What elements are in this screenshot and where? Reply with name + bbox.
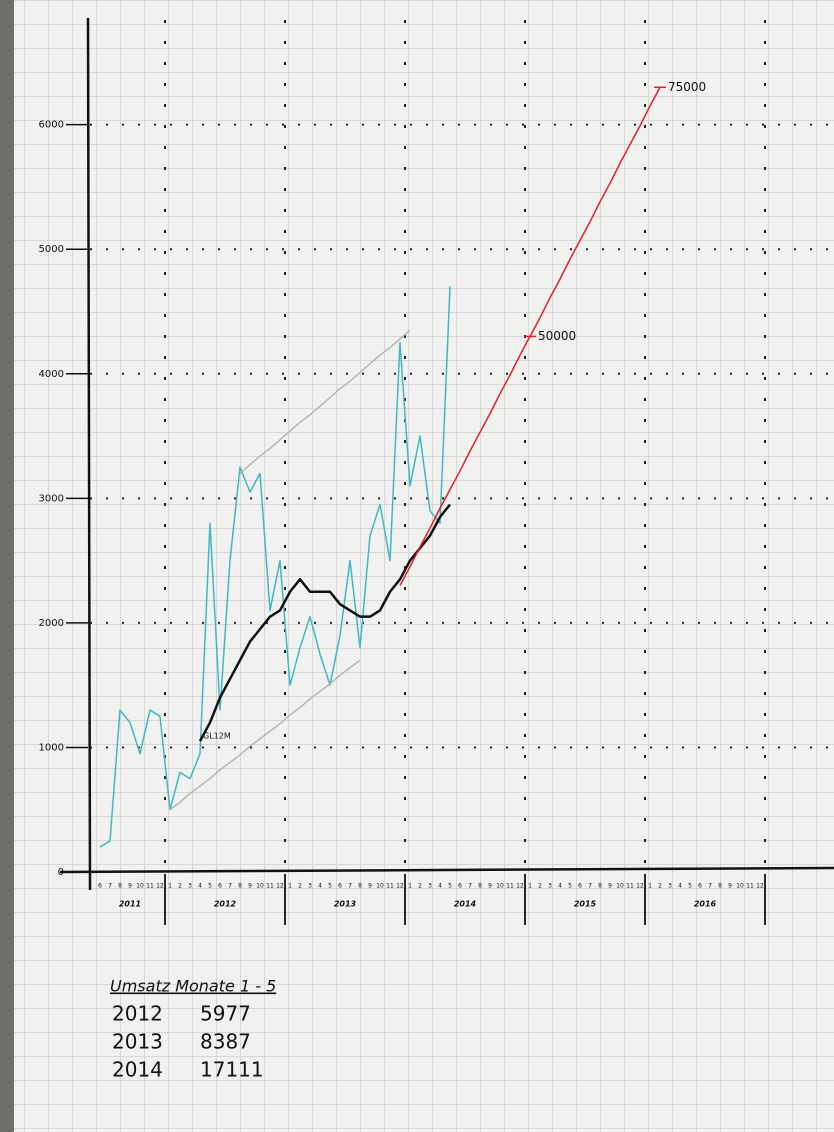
x-tick-label: 11 [146, 883, 154, 890]
x-tick-label: 7 [228, 883, 232, 890]
x-tick-label: 5 [208, 883, 212, 890]
y-tick-label: 0 [58, 867, 64, 878]
x-tick-label: 9 [128, 883, 132, 890]
table-cell: 8387 [200, 1030, 251, 1054]
x-tick-label: 4 [558, 883, 562, 890]
year-label: 2012 [214, 900, 237, 909]
x-tick-label: 3 [428, 883, 432, 890]
x-tick-label: 10 [736, 883, 744, 890]
x-tick-label: 3 [188, 883, 192, 890]
series-line [200, 505, 450, 742]
x-axis [60, 868, 834, 872]
x-tick-label: 1 [168, 883, 172, 890]
x-tick-label: 10 [496, 883, 504, 890]
x-tick-label: 11 [746, 883, 754, 890]
year-label: 2016 [694, 900, 717, 909]
x-tick-label: 5 [448, 883, 452, 890]
x-tick-label: 11 [506, 883, 514, 890]
x-tick-label: 8 [478, 883, 482, 890]
x-tick-label: 8 [118, 883, 122, 890]
table-cell: 2012 [112, 1002, 163, 1026]
x-tick-label: 2 [178, 883, 182, 890]
x-tick-label: 12 [516, 883, 524, 890]
table-cell: 2013 [112, 1030, 163, 1054]
x-tick-label: 7 [708, 883, 712, 890]
x-tick-label: 9 [608, 883, 612, 890]
x-tick-label: 2 [298, 883, 302, 890]
y-tick-label: 1000 [39, 742, 64, 753]
x-tick-label: 11 [386, 883, 394, 890]
table-title: Umsatz Monate 1 - 5 [110, 977, 276, 996]
year-label: 2013 [334, 900, 357, 909]
y-tick-label: 4000 [39, 369, 64, 380]
x-tick-label: 7 [348, 883, 352, 890]
table-cell: 5977 [200, 1002, 251, 1026]
annotation: 50000 [538, 329, 576, 343]
y-tick-label: 5000 [39, 244, 64, 255]
x-tick-label: 10 [136, 883, 144, 890]
x-tick-label: 1 [528, 883, 532, 890]
x-tick-label: 11 [626, 883, 634, 890]
x-tick-label: 2 [538, 883, 542, 890]
chart: Umsatz Monate 1 - 5 0 1000 2000 3000 4000 500… [0, 0, 834, 1132]
series-line [240, 330, 410, 473]
x-tick-label: 10 [376, 883, 384, 890]
x-tick-label: 12 [756, 883, 764, 890]
x-tick-label: 9 [488, 883, 492, 890]
x-tick-label: 1 [288, 883, 292, 890]
y-tick-label: 2000 [39, 618, 64, 629]
x-tick-label: 3 [668, 883, 672, 890]
y-tick-label: 6000 [39, 120, 64, 131]
series-label: GL12M [203, 732, 231, 741]
x-tick-label: 10 [616, 883, 624, 890]
x-tick-label: 10 [256, 883, 264, 890]
x-tick-label: 6 [698, 883, 702, 890]
x-tick-label: 1 [648, 883, 652, 890]
table-cell: 2014 [112, 1058, 163, 1082]
y-axis [88, 18, 90, 890]
x-tick-label: 4 [198, 883, 202, 890]
x-tick-label: 3 [548, 883, 552, 890]
year-label: 2011 [119, 900, 141, 909]
series-line [170, 660, 360, 809]
x-tick-label: 2 [418, 883, 422, 890]
x-tick-label: 8 [358, 883, 362, 890]
x-tick-label: 8 [718, 883, 722, 890]
x-tick-label: 5 [328, 883, 332, 890]
x-tick-label: 6 [98, 883, 102, 890]
x-tick-label: 6 [338, 883, 342, 890]
x-tick-label: 5 [568, 883, 572, 890]
x-tick-label: 12 [276, 883, 284, 890]
x-tick-label: 2 [658, 883, 662, 890]
y-tick-label: 3000 [39, 493, 64, 504]
year-label: 2015 [574, 900, 597, 909]
x-tick-label: 4 [318, 883, 322, 890]
x-tick-label: 4 [438, 883, 442, 890]
x-tick-label: 7 [108, 883, 112, 890]
year-label: 2014 [454, 900, 477, 909]
table-cell: 17111 [200, 1058, 264, 1082]
x-tick-label: 12 [636, 883, 644, 890]
series-line [100, 287, 450, 848]
x-tick-label: 7 [468, 883, 472, 890]
x-tick-label: 4 [678, 883, 682, 890]
x-tick-label: 12 [156, 883, 164, 890]
x-tick-label: 9 [728, 883, 732, 890]
x-tick-label: 6 [578, 883, 582, 890]
x-tick-label: 6 [218, 883, 222, 890]
x-tick-label: 1 [408, 883, 412, 890]
x-tick-label: 12 [396, 883, 404, 890]
x-tick-label: 9 [248, 883, 252, 890]
annotation: 75000 [668, 80, 706, 94]
x-tick-label: 8 [238, 883, 242, 890]
x-tick-label: 5 [688, 883, 692, 890]
x-tick-label: 8 [598, 883, 602, 890]
x-tick-label: 9 [368, 883, 372, 890]
x-tick-label: 11 [266, 883, 274, 890]
paper-edge [0, 0, 14, 1132]
x-tick-label: 6 [458, 883, 462, 890]
x-tick-label: 3 [308, 883, 312, 890]
x-tick-label: 7 [588, 883, 592, 890]
